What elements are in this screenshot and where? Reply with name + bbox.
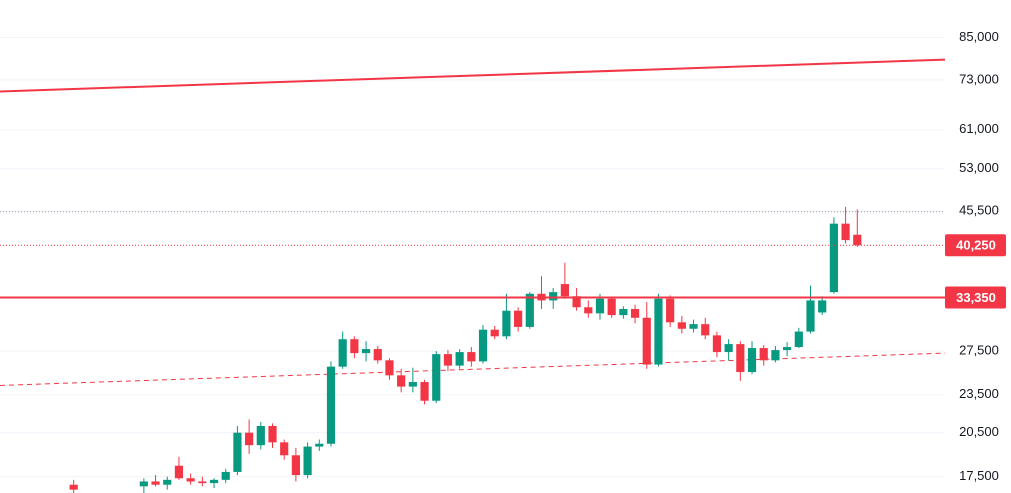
- candle-body: [759, 348, 768, 361]
- candle-body: [701, 324, 710, 336]
- candle-body: [841, 223, 850, 241]
- candle-body: [853, 234, 862, 246]
- candle-body: [502, 310, 511, 337]
- candle-body: [818, 300, 827, 313]
- candle-body: [350, 339, 359, 354]
- candle-body: [514, 310, 523, 327]
- candle-body: [209, 479, 219, 484]
- candle-body: [607, 298, 616, 316]
- candle-body: [420, 382, 429, 401]
- candle-body: [151, 481, 160, 485]
- candle-body: [397, 375, 406, 387]
- candle-body: [373, 349, 382, 361]
- candle-body: [467, 352, 476, 362]
- candle-body: [163, 479, 172, 485]
- candle-body: [689, 324, 698, 329]
- candle-body: [572, 296, 581, 308]
- candle-body: [245, 432, 254, 446]
- candle-body: [303, 446, 312, 476]
- y-tick-label: 53,000: [959, 160, 999, 175]
- y-tick-label: 85,000: [959, 29, 999, 44]
- price-label: 40,250: [956, 238, 996, 253]
- candle-body: [186, 478, 195, 482]
- candle-body: [677, 322, 686, 329]
- price-label-box: [945, 286, 1006, 309]
- price-label: 33,350: [956, 290, 996, 305]
- candle-body: [455, 352, 464, 366]
- candle-body: [736, 344, 745, 373]
- candle-body: [478, 329, 488, 362]
- candle-body: [712, 335, 722, 353]
- price-label-box: [945, 234, 1006, 257]
- candle-body: [747, 348, 757, 373]
- y-tick-label: 45,500: [959, 203, 999, 218]
- candle-body: [198, 481, 207, 484]
- candle-body: [432, 354, 441, 401]
- candle-body: [361, 349, 371, 354]
- candle-body: [174, 465, 184, 479]
- candle-body: [408, 382, 417, 387]
- candle-body: [385, 360, 394, 376]
- candle-body: [256, 425, 265, 446]
- candle-body: [771, 350, 780, 361]
- candle-body: [221, 471, 230, 480]
- candle-body: [549, 292, 558, 301]
- candle-body: [829, 223, 838, 293]
- candle-body: [233, 432, 242, 472]
- candle-body: [666, 298, 675, 323]
- candle-body: [268, 425, 277, 443]
- candle-body: [724, 344, 733, 353]
- y-tick-label: 20,500: [959, 424, 999, 439]
- candle-body: [584, 307, 593, 314]
- candle-body: [560, 284, 569, 297]
- candle-body: [794, 331, 803, 348]
- y-tick-label: 17,500: [959, 468, 999, 483]
- candle-body: [338, 339, 347, 367]
- y-tick-label: 73,000: [959, 71, 999, 86]
- candle-body: [443, 354, 453, 366]
- candle-body: [525, 293, 534, 327]
- candle-body: [139, 481, 148, 487]
- candle-body: [326, 366, 336, 444]
- candle-body: [619, 308, 628, 316]
- candle-body: [280, 442, 289, 456]
- candle-body: [642, 317, 651, 365]
- y-tick-label: 61,000: [959, 121, 999, 136]
- y-tick-label: 27,500: [959, 343, 999, 358]
- candle-body: [654, 298, 663, 365]
- trend-line: [0, 352, 946, 386]
- candle-body: [291, 455, 300, 476]
- candle-body: [490, 329, 499, 337]
- candle-body: [595, 298, 605, 314]
- candle-body: [806, 300, 815, 332]
- candle-body: [783, 347, 792, 351]
- candle-body: [315, 443, 324, 447]
- candle-body: [69, 484, 78, 490]
- trend-line: [0, 58, 946, 93]
- y-tick-label: 23,500: [959, 386, 999, 401]
- candle-body: [630, 308, 640, 318]
